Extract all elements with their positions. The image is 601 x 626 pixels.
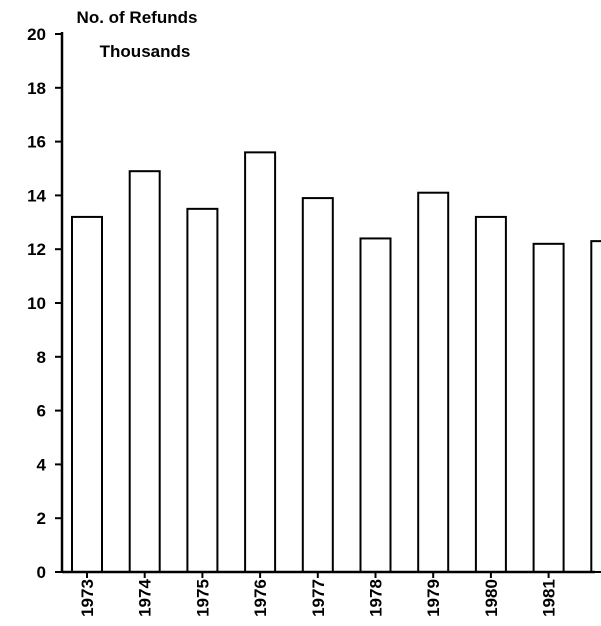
y-tick-label: 18 [27,79,46,98]
bar-1981 [532,242,565,573]
y-tick-label: 8 [37,348,46,367]
bars [71,151,601,574]
x-tick-label: 1978 [367,579,386,617]
bar-1978 [359,237,392,573]
x-tick-label: 1980 [482,579,501,617]
chart-title: No. of Refunds Thousands [77,8,198,61]
x-tick-label: 1973 [78,579,97,617]
y-tick-label: 16 [27,133,46,152]
y-tick-label: 20 [27,25,46,44]
y-axis-ticks: 0 2 4 6 8 10 12 14 16 18 20 [27,25,62,582]
x-tick-label: 1979 [424,579,443,617]
y-tick-label: 6 [37,402,46,421]
y-tick-label: 2 [37,509,46,528]
y-tick-label: 12 [27,240,46,259]
bar-1976 [244,151,277,574]
y-tick-label: 10 [27,294,46,313]
x-tick-label: 1981 [540,579,559,617]
x-axis-ticks: 1973 1974 1975 1976 1977 1978 1979 1980 1981 1982 [78,572,601,617]
x-tick-label: 1976 [251,579,270,617]
bar-1977 [301,197,334,573]
bar-1974 [128,170,161,573]
title-line-1: No. of Refunds [77,8,198,27]
y-tick-label: 4 [37,455,47,474]
bar-1975 [186,207,219,573]
x-tick-label: 1977 [309,579,328,617]
bar-1982 [590,240,601,573]
bar-1980 [474,215,507,573]
x-tick-label: 1975 [193,579,212,617]
x-tick-label: 1982 [597,579,601,617]
x-tick-label: 1974 [136,579,155,617]
y-tick-label: 0 [37,563,46,582]
title-line-2: Thousands [100,42,191,61]
y-tick-label: 14 [27,186,46,205]
bar-1979 [417,191,450,574]
bar-1973 [71,215,103,573]
